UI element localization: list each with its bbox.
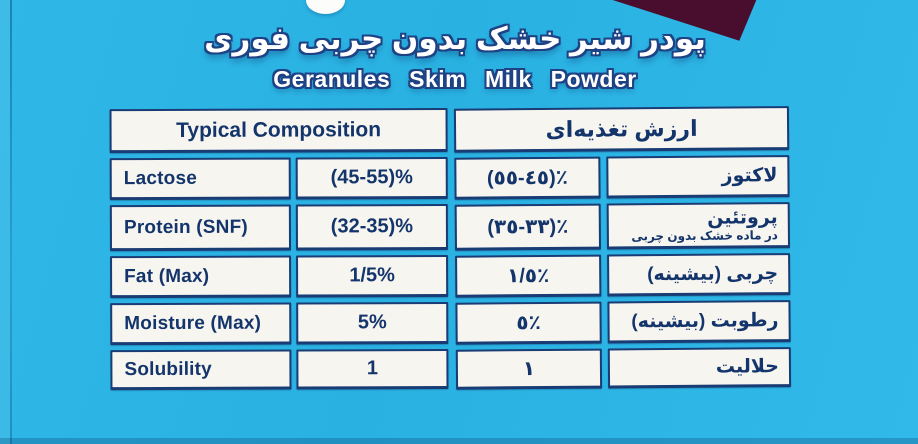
- product-title-farsi: پودر شیر خشک بدون چربی فوری: [204, 21, 706, 56]
- nutrition-tables: Typical Composition Lactose (45-55)% Pro…: [109, 106, 792, 391]
- en-row-solubility-label: Solubility: [110, 349, 292, 391]
- fa-row-moisture-label: رطوبت (بیشینه): [607, 300, 791, 344]
- fa-table-header: ارزش تغذیه‌ای: [453, 106, 790, 153]
- package-left-edge: [0, 0, 10, 444]
- en-row-fat-label: Fat (Max): [110, 255, 292, 299]
- en-row-protein-value: (32-35)%: [295, 204, 449, 251]
- fa-row-fat-value: ١/٥٪: [455, 254, 602, 298]
- die-cut-hole: [306, 0, 345, 14]
- typical-composition-table: Typical Composition Lactose (45-55)% Pro…: [109, 108, 449, 391]
- fa-row-lactose-label: لاکتوز: [606, 155, 790, 199]
- package-fold-line: [10, 0, 12, 444]
- en-row-solubility-value: 1: [296, 349, 449, 390]
- en-row-lactose-label: Lactose: [109, 157, 291, 201]
- en-row-moisture-value: 5%: [296, 302, 449, 345]
- fa-row-moisture-value: ٥٪: [455, 301, 602, 345]
- fa-protein-sub-label: در ماده خشک بدون چربی: [631, 227, 778, 243]
- product-title-english: Geranules Skim Milk Powder: [273, 66, 637, 92]
- fa-protein-main-label: پروتئین: [707, 206, 778, 229]
- en-row-protein-label: Protein (SNF): [109, 204, 292, 252]
- en-table-header: Typical Composition: [109, 108, 448, 154]
- title-block: پودر شیر خشک بدون چربی فوری Geranules Sk…: [0, 18, 910, 93]
- fa-row-solubility-value: ١: [455, 348, 603, 390]
- fa-row-fat-label: چربی (بیشینه): [607, 253, 791, 297]
- en-row-lactose-value: (45-55)%: [295, 157, 448, 200]
- fa-row-protein-label: پروتئین در ماده خشک بدون چربی: [606, 202, 791, 250]
- nutritional-value-table: ارزش تغذیه‌ای (٤٥-٥٥)٪ لاکتوز (٣٣-٣٥)٪ پ…: [453, 106, 792, 390]
- en-row-moisture-label: Moisture (Max): [110, 302, 292, 346]
- fa-row-solubility-label: حلالیت: [607, 347, 792, 389]
- fa-row-protein-value: (٣٣-٣٥)٪: [454, 203, 602, 251]
- fa-row-lactose-value: (٤٥-٥٥)٪: [454, 156, 601, 200]
- package-bottom-edge: [0, 438, 918, 444]
- en-row-fat-value: 1/5%: [296, 255, 449, 298]
